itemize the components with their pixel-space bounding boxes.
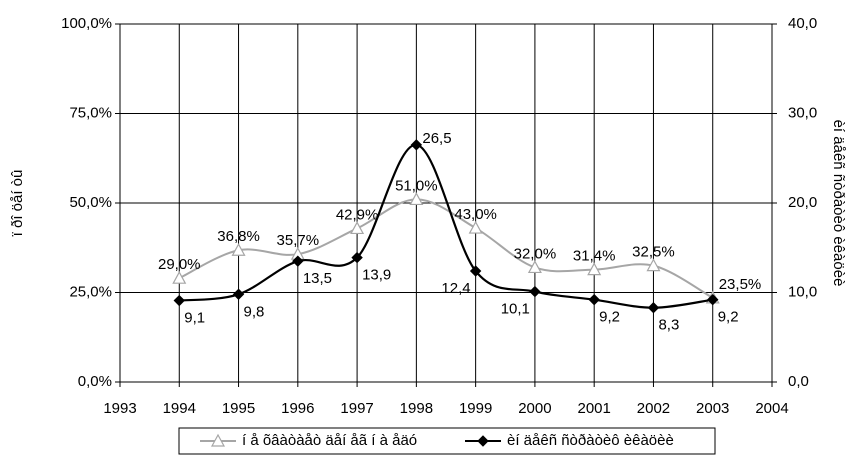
data-point — [231, 243, 246, 256]
data-point — [707, 293, 719, 306]
y2-tick-label: 10,0 — [788, 283, 817, 300]
data-point — [350, 221, 365, 235]
y2-tick-label: 20,0 — [788, 194, 817, 211]
data-point — [647, 302, 660, 314]
data-point — [410, 139, 423, 151]
data-point — [588, 293, 600, 306]
y-tick-label: 100,0% — [61, 15, 112, 32]
data-point — [469, 265, 482, 277]
x-tick-label: 2001 — [577, 400, 610, 417]
legend-label: èí äåêñ ñòðàòèô èêàöèè — [507, 432, 674, 449]
x-tick-label: 1999 — [459, 400, 492, 417]
data-label: 31,4% — [573, 248, 616, 265]
data-label: 36,8% — [217, 228, 260, 245]
y-axis-label: ï ðî öåí òû — [9, 170, 26, 237]
data-point — [232, 288, 245, 300]
series-line — [178, 198, 714, 299]
y-tick-label: 75,0% — [69, 104, 112, 121]
data-label: 32,5% — [632, 244, 675, 261]
data-label: 32,0% — [514, 245, 557, 262]
x-tick-label: 1996 — [281, 400, 314, 417]
data-point — [172, 270, 187, 284]
data-point — [529, 285, 541, 298]
x-tick-label: 1995 — [222, 400, 255, 417]
x-tick-label: 2004 — [755, 400, 788, 417]
x-tick-label: 1997 — [340, 400, 373, 417]
data-label: 9,2 — [599, 309, 620, 326]
y-tick-label: 50,0% — [69, 194, 112, 211]
data-label: 9,8 — [244, 303, 265, 320]
x-tick-label: 1994 — [163, 400, 196, 417]
data-label: 23,5% — [719, 276, 762, 293]
legend-box — [178, 427, 716, 455]
data-label: 9,2 — [718, 309, 739, 326]
data-point — [351, 251, 363, 264]
y2-tick-label: 40,0 — [788, 15, 817, 32]
data-label: 8,3 — [658, 317, 679, 334]
legend-marker — [477, 435, 489, 447]
data-point — [468, 220, 483, 234]
data-point — [527, 260, 542, 274]
legend-marker — [210, 433, 226, 447]
x-tick-label: 2000 — [518, 400, 551, 417]
y2-tick-label: 30,0 — [788, 104, 817, 121]
x-tick-label: 1998 — [400, 400, 433, 417]
data-label: 42,9% — [336, 206, 379, 223]
x-tick-label: 1993 — [103, 400, 136, 417]
y2-tick-label: 0,0 — [788, 373, 809, 390]
data-point — [292, 255, 304, 267]
data-point — [646, 258, 661, 272]
y-tick-label: 25,0% — [69, 283, 112, 300]
data-label: 12,4 — [441, 280, 470, 297]
x-tick-label: 2002 — [637, 400, 670, 417]
legend-label: í å õâàòàåò äåí åã í à åäó — [242, 432, 417, 449]
y-tick-label: 0,0% — [78, 373, 112, 390]
data-label: 10,1 — [501, 301, 530, 318]
data-label: 43,0% — [454, 206, 497, 223]
data-point — [409, 192, 424, 206]
data-label: 51,0% — [395, 177, 438, 194]
data-label: 35,7% — [277, 232, 320, 249]
data-point — [173, 294, 185, 307]
data-point — [587, 262, 602, 276]
data-label: 9,1 — [184, 310, 205, 327]
data-label: 13,5 — [303, 270, 332, 287]
series-line — [179, 143, 713, 309]
data-label: 26,5 — [422, 130, 451, 147]
y2-axis-label: èí äåêñ ñòðàòèô èêàöèè — [830, 120, 847, 287]
x-tick-label: 2003 — [696, 400, 729, 417]
data-label: 29,0% — [158, 256, 201, 273]
data-label: 13,9 — [362, 267, 391, 284]
